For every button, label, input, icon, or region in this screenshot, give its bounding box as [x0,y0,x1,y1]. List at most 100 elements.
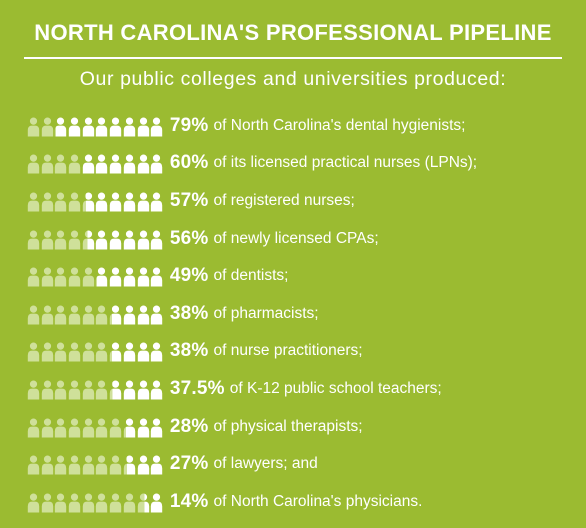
person-icon [68,154,81,174]
person-icon [150,230,163,250]
percent-value: 56% [169,227,209,249]
person-icon [27,192,40,212]
person-icon [150,192,163,212]
person-icon [109,418,122,438]
person-icon-group [27,416,164,438]
percent-value: 79% [169,114,209,136]
person-icon [95,455,108,475]
person-icon [150,117,163,137]
person-icon-group [27,228,164,250]
person-icon [95,493,108,513]
person-icon [95,230,108,250]
title-divider [24,57,562,59]
person-icon [54,342,67,362]
pipeline-row: 28% of physical therapists; [27,408,582,446]
person-icon [137,192,150,212]
person-icon [82,493,95,513]
profession-text: of dentists; [213,267,289,285]
person-icon [137,305,150,325]
person-icon [82,154,95,174]
person-icon [82,380,95,400]
person-icon [41,117,54,137]
percent-value: 38% [169,302,209,324]
profession-text: of pharmacists; [213,304,319,322]
person-icon [41,493,54,513]
person-icon [109,192,122,212]
person-icon [68,230,81,250]
person-icon [137,418,150,438]
person-icon [95,117,108,137]
person-icon [41,305,54,325]
profession-text: of newly licensed CPAs; [213,229,379,247]
person-icon [27,267,40,287]
person-icon [150,305,163,325]
person-icon-group [27,152,164,174]
pipeline-row: 49% of dentists; [27,257,582,295]
person-icon-group [27,378,164,400]
person-icon [27,493,40,513]
pipeline-row: 14% of North Carolina's physicians. [27,483,582,521]
person-icon-group [27,453,164,475]
profession-text: of physical therapists; [213,417,363,435]
person-icon [109,380,122,400]
person-icon [54,380,67,400]
person-icon [68,305,81,325]
person-icon [150,342,163,362]
percent-value: 57% [169,189,209,211]
infographic-subtitle: Our public colleges and universities pro… [79,68,507,90]
person-icon [54,154,67,174]
pipeline-row: 60% of its licensed practical nurses (LP… [27,145,582,183]
person-icon [150,154,163,174]
person-icon [137,267,150,287]
pipeline-row: 38% of pharmacists; [27,295,582,333]
pipeline-row: 38% of nurse practitioners; [27,333,582,371]
percent-value: 49% [169,265,209,287]
person-icon [137,117,150,137]
person-icon [95,380,108,400]
person-icon-group [27,190,164,212]
person-icon [27,380,40,400]
person-icon [109,154,122,174]
infographic-title: NORTH CAROLINA'S PROFESSIONAL PIPELINE [34,20,552,45]
person-icon [41,380,54,400]
person-icon [41,192,54,212]
person-icon [54,117,67,137]
person-icon [54,493,67,513]
percent-value: 60% [169,152,209,174]
person-icon [95,305,108,325]
person-icon-group [27,265,164,287]
person-icon [82,230,95,250]
person-icon [41,154,54,174]
pipeline-row: 27% of lawyers; and [27,445,582,483]
person-icon [150,455,163,475]
pipeline-row: 37.5% of K-12 public school teachers; [27,370,582,408]
person-icon [109,455,122,475]
person-icon [27,418,40,438]
person-icon [109,230,122,250]
person-icon [123,154,136,174]
person-icon [27,305,40,325]
person-icon [109,493,122,513]
person-icon [68,493,81,513]
percent-value: 28% [169,415,209,437]
profession-text: of lawyers; and [213,455,318,473]
percent-value: 27% [169,453,209,475]
pipeline-row: 56% of newly licensed CPAs; [27,220,582,258]
person-icon [41,455,54,475]
profession-text: of North Carolina's physicians. [213,492,423,510]
percent-value: 14% [169,490,209,512]
person-icon [137,154,150,174]
person-icon [27,455,40,475]
person-icon [150,418,163,438]
person-icon [82,267,95,287]
person-icon-group [27,115,164,137]
person-icon-group [27,491,164,513]
person-icon [27,117,40,137]
person-icon [41,230,54,250]
person-icon [41,342,54,362]
pipeline-list: 79% of North Carolina's dental hygienist… [27,107,582,521]
person-icon [150,380,163,400]
person-icon-group [27,303,164,325]
person-icon [41,418,54,438]
